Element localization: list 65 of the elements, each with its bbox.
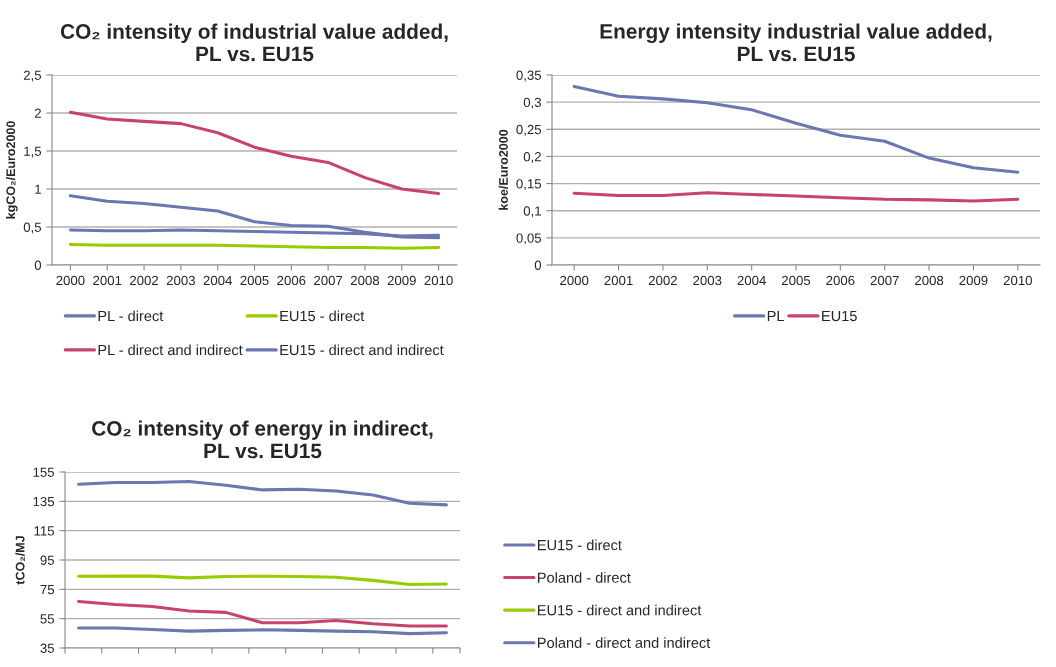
legend-label: EU15 - direct and indirect [538,604,702,616]
line-series [572,84,1020,174]
legend-label: EU15 - direct and indirect [280,344,444,356]
chart-title: CO₂ intensity of industrial value added, PL vs. EU15 [60,23,448,62]
y-tick-label: 1 [35,184,41,194]
legend-label: EU15 [822,310,857,322]
y-tick-label: 0,3 [523,97,542,109]
y-tick-label: 0,35 [516,70,542,82]
y-tick-label: 0,2 [523,152,541,163]
y-tick-label: 0,1 [523,206,541,218]
x-tick-label: 2001 [93,275,122,286]
x-tick-label: 2002 [648,275,677,286]
legend-label: Poland - direct and indirect [538,637,711,648]
x-tick-label: 2007 [870,275,899,286]
y-tick-label: 0,25 [516,124,542,136]
x-tick-label: 2003 [693,275,722,286]
y-tick-label: 0,15 [516,179,542,191]
y-tick-label: 0,05 [516,233,542,245]
y-tick-label: 115 [34,526,55,536]
x-tick-label: 2005 [781,275,811,286]
x-tick-label: 2000 [56,275,85,286]
y-tick-label: 135 [33,496,55,507]
chart-title: Energy intensity industrial value added, PL vs. EU15 [600,23,992,62]
x-tick-label: 2001 [604,275,633,286]
legend-label: PL - direct and indirect [98,344,243,356]
legend-label: PL - direct [98,310,164,322]
x-tick-label: 2004 [203,275,232,286]
line-series [77,480,448,507]
x-tick-label: 2006 [826,275,855,286]
y-axis-title: kgCO₂/Euro2000 [5,121,18,219]
x-tick-label: 2009 [387,275,416,286]
y-tick-label: 155 [33,467,55,477]
x-tick-label: 2005 [240,275,269,286]
legend-label: PL [767,310,785,321]
x-tick-label: 2006 [277,275,306,286]
x-tick-label: 2009 [959,275,988,286]
y-tick-label: 55 [40,614,55,624]
y-tick-label: 2,5 [23,70,42,82]
x-tick-label: 2000 [560,275,589,286]
x-tick-label: 2008 [350,275,380,286]
line-series [68,110,441,196]
y-tick-label: 35 [40,643,55,653]
legend-label: Poland - direct [538,572,631,583]
y-tick-label: 95 [40,555,55,565]
y-tick-label: 1,5 [24,146,42,158]
x-tick-label: 2008 [915,275,944,286]
x-tick-label: 2010 [1003,275,1032,286]
line-series [77,599,448,628]
line-series [572,191,1020,203]
x-tick-label: 2003 [166,275,195,286]
x-tick-label: 2002 [130,275,159,286]
chart-title: CO₂ intensity of energy in indirect, PL vs. EU15 [92,420,433,459]
line-series [77,574,448,587]
x-tick-label: 2004 [737,275,766,286]
y-axis-title: tCO₂/MJ [15,536,25,585]
legend-label: EU15 - direct [280,310,365,322]
y-tick-label: 0 [534,260,542,270]
y-tick-label: 75 [40,585,55,595]
y-tick-label: 0,5 [23,222,42,234]
y-tick-label: 2 [34,108,41,118]
x-tick-label: 2010 [424,275,453,286]
x-tick-label: 2007 [314,275,343,286]
legend-label: EU15 - direct [538,539,622,551]
y-tick-label: 0 [34,260,42,270]
y-axis-title: koe/Euro2000 [498,129,509,210]
